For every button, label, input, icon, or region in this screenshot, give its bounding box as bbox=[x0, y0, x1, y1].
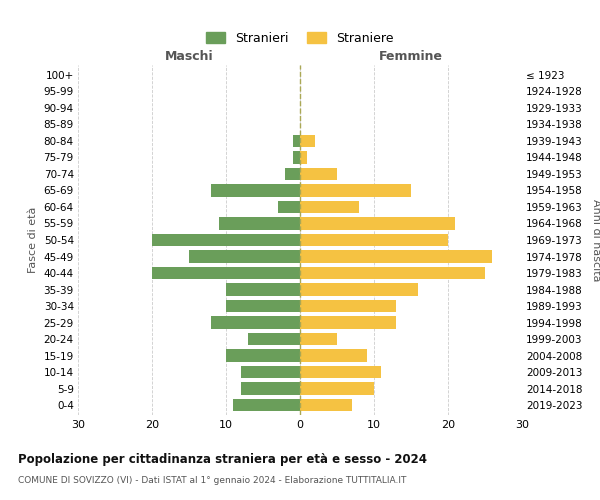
Bar bbox=[226, 300, 300, 312]
Bar bbox=[152, 234, 300, 246]
Bar bbox=[300, 152, 307, 164]
Text: Femmine: Femmine bbox=[379, 50, 443, 64]
Bar bbox=[300, 333, 337, 345]
Bar bbox=[211, 316, 300, 328]
Bar bbox=[300, 184, 411, 196]
Bar bbox=[241, 382, 300, 395]
Bar bbox=[300, 382, 374, 395]
Y-axis label: Anni di nascita: Anni di nascita bbox=[591, 198, 600, 281]
Bar bbox=[152, 267, 300, 279]
Bar bbox=[300, 316, 396, 328]
Bar bbox=[300, 350, 367, 362]
Bar bbox=[226, 350, 300, 362]
Bar bbox=[300, 201, 359, 213]
Bar bbox=[300, 284, 418, 296]
Bar bbox=[300, 366, 382, 378]
Bar bbox=[300, 135, 315, 147]
Text: COMUNE DI SOVIZZO (VI) - Dati ISTAT al 1° gennaio 2024 - Elaborazione TUTTITALIA: COMUNE DI SOVIZZO (VI) - Dati ISTAT al 1… bbox=[18, 476, 406, 485]
Bar bbox=[278, 201, 300, 213]
Bar bbox=[300, 300, 396, 312]
Bar bbox=[218, 218, 300, 230]
Bar bbox=[241, 366, 300, 378]
Bar bbox=[248, 333, 300, 345]
Bar bbox=[226, 284, 300, 296]
Bar bbox=[300, 250, 493, 262]
Bar bbox=[300, 267, 485, 279]
Y-axis label: Fasce di età: Fasce di età bbox=[28, 207, 38, 273]
Bar bbox=[293, 135, 300, 147]
Bar bbox=[300, 218, 455, 230]
Bar bbox=[233, 399, 300, 411]
Bar bbox=[300, 168, 337, 180]
Bar bbox=[211, 184, 300, 196]
Text: Popolazione per cittadinanza straniera per età e sesso - 2024: Popolazione per cittadinanza straniera p… bbox=[18, 452, 427, 466]
Bar bbox=[300, 399, 352, 411]
Bar bbox=[300, 234, 448, 246]
Bar bbox=[285, 168, 300, 180]
Legend: Stranieri, Straniere: Stranieri, Straniere bbox=[200, 26, 400, 52]
Text: Maschi: Maschi bbox=[164, 50, 214, 64]
Bar bbox=[189, 250, 300, 262]
Bar bbox=[293, 152, 300, 164]
